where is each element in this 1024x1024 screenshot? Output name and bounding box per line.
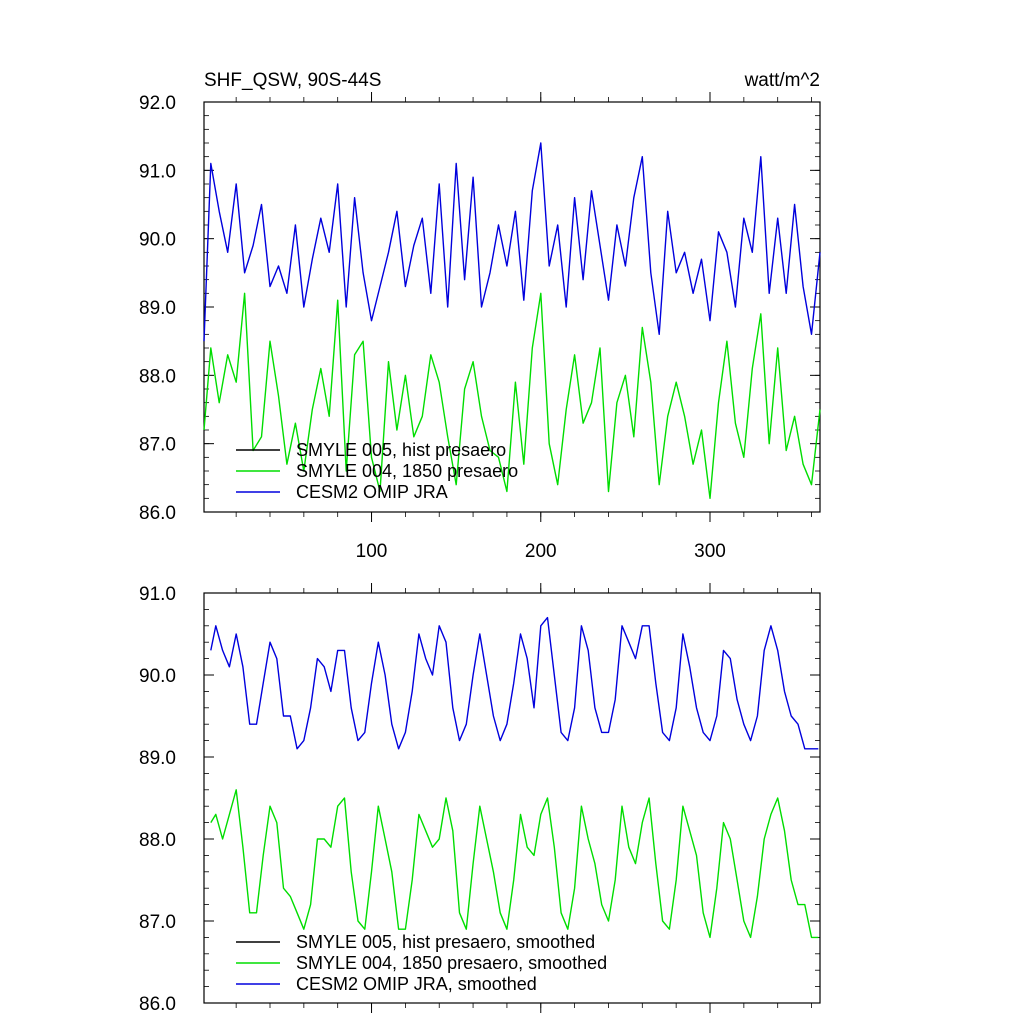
y-tick-label: 87.0 [139,912,176,933]
y-tick-label: 92.0 [139,93,176,114]
y-tick-label: 87.0 [139,435,176,456]
plot-frame [203,592,821,1004]
legend-label-2: CESM2 OMIP JRA [296,482,448,502]
series-line-2 [210,616,819,750]
y-tick-label: 91.0 [139,584,176,605]
series-line-1 [203,292,821,499]
legend-label-1: SMYLE 004, 1850 presaero, smoothed [296,953,607,973]
x-tick-label: 300 [694,541,726,562]
y-tick-label: 89.0 [139,298,176,319]
top-panel: SHF_QSW, 90S-44S watt/m^2 86.0 87.0 88.0 89… [139,70,821,562]
y-tick-label: 86.0 [139,994,176,1015]
x-tick-label: 200 [525,541,557,562]
panel-title: SHF_QSW, 90S-44S [204,70,381,91]
y-tick-label: 88.0 [139,830,176,851]
legend-label-0: SMYLE 005, hist presaero, smoothed [296,932,595,952]
y-tick-label: 88.0 [139,366,176,387]
x-tick-label: 100 [356,541,388,562]
bottom-panel: 86.0 87.0 88.0 89.0 90.0 91.0 SMYLE 005, hist … [139,583,821,1015]
y-tick-label: 89.0 [139,748,176,769]
legend-label-0: SMYLE 005, hist presaero [296,440,506,460]
y-tick-label: 86.0 [139,503,176,524]
series-line-2 [203,142,821,342]
units-label: watt/m^2 [744,70,820,91]
y-tick-label: 91.0 [139,161,176,182]
y-tick-label: 90.0 [139,666,176,687]
legend-label-2: CESM2 OMIP JRA, smoothed [296,974,537,994]
legend-label-1: SMYLE 004, 1850 presaero [296,461,518,481]
y-tick-label: 90.0 [139,230,176,251]
series-line-1 [210,789,819,939]
